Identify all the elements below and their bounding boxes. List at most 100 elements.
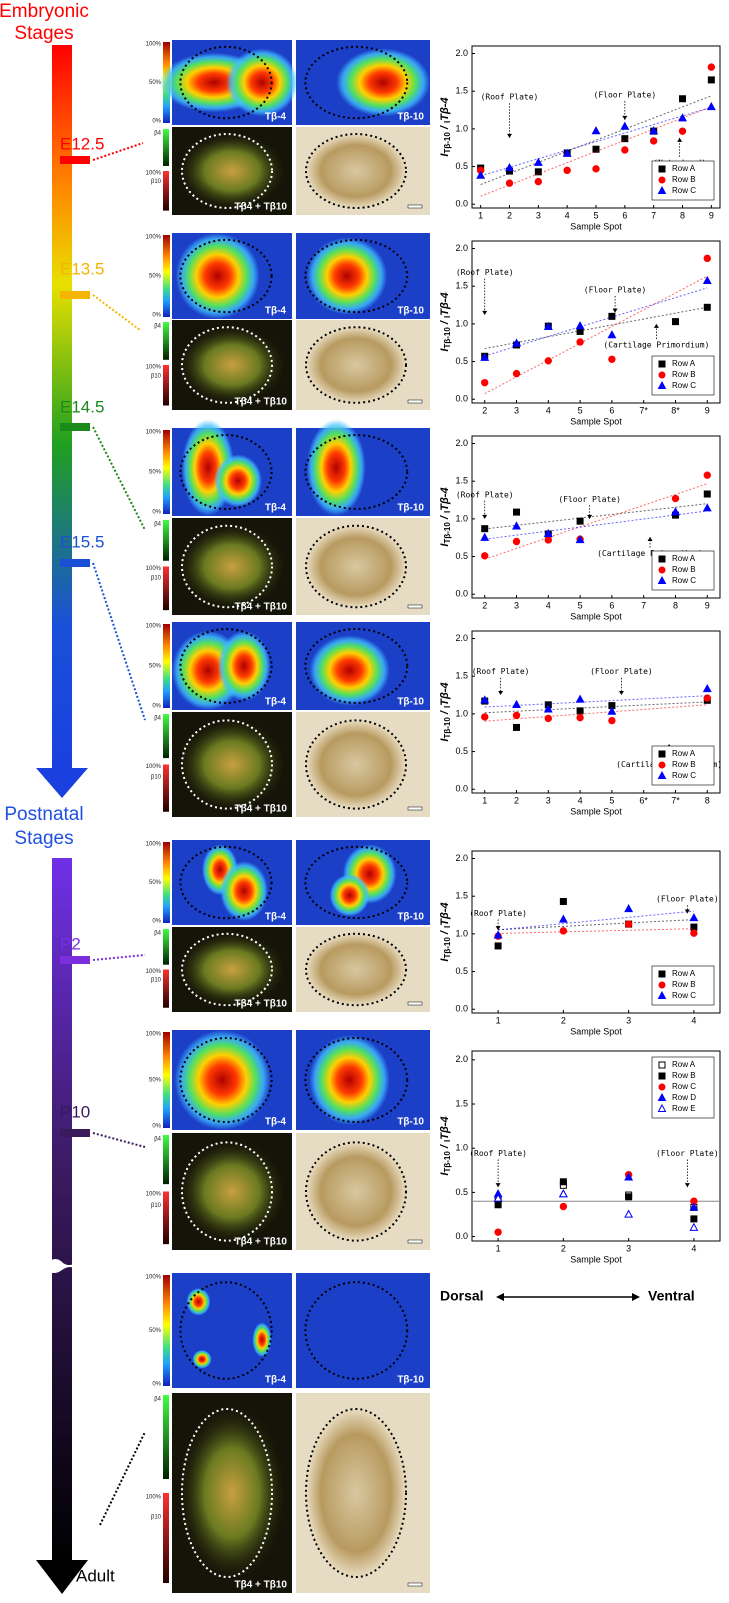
heatmap-label: Tβ-4: [265, 1375, 287, 1386]
heatmap-label: Tβ-10: [397, 306, 424, 317]
y-axis-label-part: /: [439, 513, 451, 522]
colorbar-label: 100%: [146, 364, 162, 370]
y-tick-label: 0.0: [455, 784, 468, 794]
y-axis-label-part: Tβ-4: [439, 292, 451, 315]
heatmap-label: Tβ-10: [397, 1117, 424, 1128]
colorbar: [163, 430, 170, 514]
stage-tick: [60, 1129, 90, 1137]
annotation: (Roof Plate): [456, 490, 514, 499]
y-tick-label: 1.5: [455, 671, 468, 681]
colorbar-label: 100%: [146, 1275, 162, 1281]
embryonic-label: Stages: [14, 23, 73, 44]
x-tick-label: 5: [578, 405, 583, 415]
channel-bar: [163, 1395, 169, 1479]
overlay-label: Tβ4 + Tβ10: [234, 999, 287, 1010]
legend-label: Row A: [672, 969, 696, 978]
legend-marker: [659, 751, 665, 757]
colorbar-label: 50%: [149, 470, 162, 476]
colorbar-label: 100%: [146, 42, 162, 48]
colorbar-label: 100%: [146, 235, 162, 241]
channel-bar: [163, 765, 169, 812]
colorbar-label: 100%: [146, 624, 162, 630]
legend-marker: [659, 556, 665, 562]
x-tick-label: 9: [709, 210, 714, 220]
point: [708, 64, 714, 70]
heatmap-hotspot: [252, 1322, 271, 1357]
stage-connector: [100, 1432, 145, 1525]
x-tick-label: 5: [593, 210, 598, 220]
stage-label: P10: [60, 1102, 90, 1121]
x-tick-label: 4: [546, 405, 551, 415]
heatmap-label: Tβ-4: [265, 912, 287, 923]
heatmap-label: Tβ-10: [397, 697, 424, 708]
channel-bar: [163, 129, 169, 166]
point: [672, 495, 678, 501]
embryonic-arrow-head: [36, 768, 88, 798]
point: [513, 370, 519, 376]
colorbar-label: 0%: [152, 1382, 161, 1388]
y-tick-label: 1.0: [455, 708, 468, 718]
x-tick-label: 4: [565, 210, 570, 220]
colorbar-label: 0%: [152, 119, 161, 125]
channel-bar: [163, 714, 169, 758]
legend-label: Row B: [672, 370, 696, 379]
stage-label: Adult: [76, 1566, 115, 1585]
y-axis-label-part: Tβ-10: [443, 132, 452, 154]
point: [482, 379, 488, 385]
y-tick-label: 1.0: [455, 318, 468, 328]
x-axis-label: Sample Spot: [570, 221, 622, 231]
point: [609, 717, 615, 723]
y-axis-label-part: Tβ-10: [443, 1151, 452, 1173]
point: [680, 96, 686, 102]
legend-label: Row C: [672, 186, 696, 195]
y-tick-label: 0.5: [455, 1187, 468, 1197]
x-tick-label: 2: [482, 600, 487, 610]
stage-label: E12.5: [60, 134, 104, 153]
x-tick-label: 5: [578, 600, 583, 610]
direction-arrow-head: [632, 1293, 640, 1301]
point: [545, 715, 551, 721]
point: [650, 138, 656, 144]
legend-marker: [659, 166, 665, 172]
stage-label: E14.5: [60, 397, 104, 416]
heatmap-hotspot: [330, 874, 370, 917]
legend-label: Row E: [672, 1104, 696, 1113]
y-axis-label: ITβ-10 / ITβ-4: [439, 1116, 452, 1175]
y-axis-label-part: Tβ-4: [439, 1116, 451, 1139]
point: [513, 712, 519, 718]
point: [577, 518, 583, 524]
y-axis-label-part: /: [439, 1142, 451, 1151]
y-axis-label-part: /: [439, 928, 451, 937]
y-axis-label-part: /: [439, 318, 451, 327]
stage-tick: [60, 956, 90, 964]
point: [609, 313, 615, 319]
stage-tick: [60, 156, 90, 164]
legend-label: Row B: [672, 175, 696, 184]
annotation: (Floor Plate): [656, 895, 719, 904]
point: [691, 930, 697, 936]
channel-bar: [163, 970, 169, 1008]
heatmap-label: Tβ-4: [265, 1117, 287, 1128]
heatmap-image: [296, 1273, 430, 1388]
y-axis-label: ITβ-10 / ITβ-4: [439, 292, 452, 351]
y-axis-label-part: Tβ-10: [443, 327, 452, 349]
stage-label: E15.5: [60, 532, 104, 551]
point: [506, 180, 512, 186]
point: [704, 304, 710, 310]
point: [625, 921, 631, 927]
channel-label: β4: [154, 1397, 161, 1403]
point: [514, 724, 520, 730]
x-tick-label: 2: [514, 795, 519, 805]
overlay-signal: [177, 717, 287, 812]
y-tick-label: 1.0: [455, 1143, 468, 1153]
y-tick-label: 1.5: [455, 281, 468, 291]
channel-label: β10: [151, 1203, 162, 1209]
channel-label: β10: [151, 977, 162, 983]
point: [704, 491, 710, 497]
y-axis-label-part: Tβ-4: [439, 902, 451, 925]
y-tick-label: 2.0: [455, 48, 468, 58]
legend-marker: [659, 177, 665, 183]
x-axis-label: Sample Spot: [570, 416, 622, 426]
channel-label: β4: [154, 931, 161, 937]
channel-bar: [163, 322, 169, 360]
